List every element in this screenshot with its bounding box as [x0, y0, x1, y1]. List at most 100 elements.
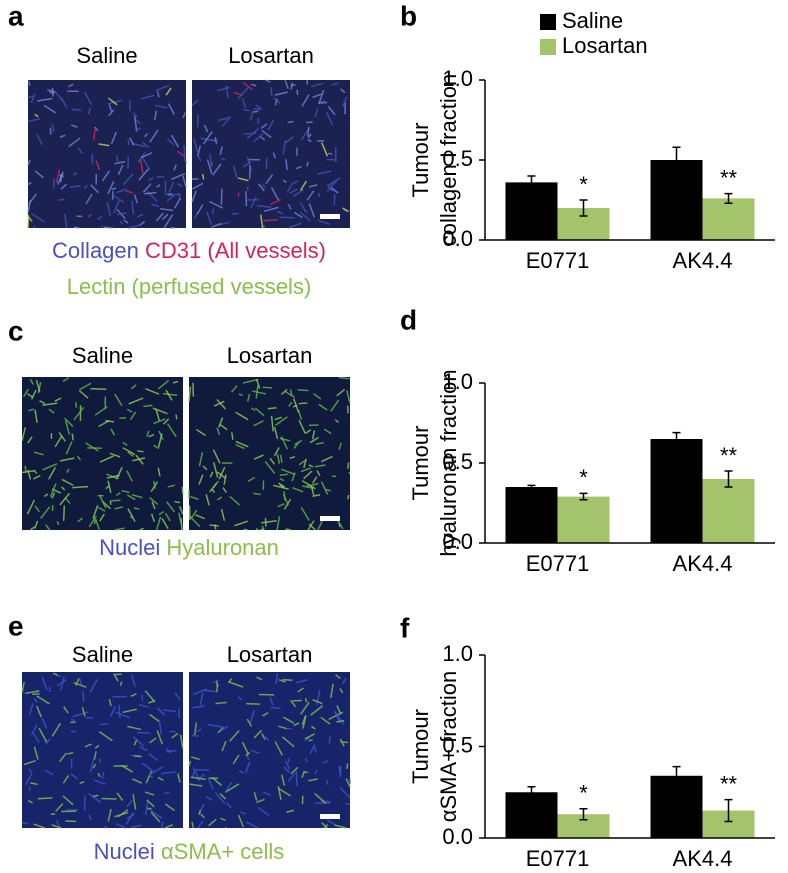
texture: [338, 442, 343, 450]
error-bar: [672, 146, 681, 174]
texture: [34, 520, 39, 529]
texture: [214, 792, 226, 805]
texture: [308, 739, 313, 742]
texture: [211, 208, 215, 215]
texture: [347, 462, 350, 469]
texture: [33, 697, 38, 703]
texture: [338, 376, 350, 380]
texture: [300, 507, 310, 522]
texture: [78, 390, 89, 399]
texture: [325, 111, 334, 126]
texture: [274, 91, 288, 96]
texture: [198, 474, 204, 485]
texture: [274, 98, 278, 106]
texture: [36, 133, 43, 146]
texture: [223, 474, 227, 485]
texture: [274, 416, 283, 421]
texture: [303, 470, 313, 480]
texture: [136, 213, 144, 218]
x-tick-label: AK4.4: [673, 846, 733, 871]
texture: [278, 725, 288, 730]
texture: [283, 766, 291, 773]
image-title: Saline: [76, 43, 137, 68]
texture: [98, 730, 113, 742]
scale-bar: [320, 214, 340, 219]
texture: [149, 808, 163, 820]
texture: [89, 678, 99, 693]
caption-term: Nuclei: [99, 535, 160, 560]
texture: [36, 695, 50, 705]
texture: [270, 187, 280, 201]
texture: [140, 94, 155, 100]
texture: [33, 451, 44, 456]
texture: [70, 730, 77, 733]
texture: [61, 486, 66, 491]
texture: [209, 471, 214, 478]
texture: [172, 380, 179, 384]
texture: [246, 127, 260, 140]
texture: [116, 792, 124, 801]
caption-term: Lectin (perfused vessels): [67, 274, 312, 299]
texture: [58, 752, 68, 763]
texture: [52, 178, 55, 189]
texture: [59, 457, 75, 462]
texture: [156, 91, 160, 98]
texture: [279, 473, 289, 476]
texture: [317, 170, 332, 175]
texture: [170, 172, 186, 181]
texture: [23, 759, 36, 766]
texture: [116, 212, 127, 216]
bar: [650, 439, 703, 543]
texture: [43, 104, 57, 114]
texture: [348, 471, 351, 475]
texture: [202, 465, 208, 471]
texture: [69, 185, 81, 189]
texture: [131, 674, 136, 687]
legend-label: Losartan: [562, 33, 648, 58]
texture: [225, 781, 233, 793]
texture: [165, 389, 173, 401]
texture: [51, 723, 61, 737]
texture: [40, 506, 51, 519]
texture: [171, 732, 179, 739]
texture: [37, 797, 53, 800]
texture: [256, 676, 263, 681]
texture: [200, 137, 216, 142]
texture: [162, 418, 170, 425]
texture: [308, 184, 318, 188]
texture: [235, 443, 245, 450]
texture: [81, 707, 86, 717]
texture: [290, 699, 297, 708]
texture: [126, 470, 133, 482]
texture: [321, 822, 328, 829]
texture: [127, 725, 142, 731]
texture: [79, 382, 92, 391]
texture: [72, 711, 89, 718]
texture: [95, 160, 101, 171]
texture: [125, 190, 133, 194]
texture: [67, 751, 74, 755]
panel-label: b: [400, 0, 417, 31]
texture: [326, 177, 341, 187]
texture: [191, 821, 195, 829]
texture: [246, 393, 251, 402]
texture: [182, 175, 187, 188]
texture: [30, 389, 37, 400]
texture: [177, 182, 183, 188]
texture: [21, 469, 36, 474]
texture: [153, 418, 166, 425]
texture: [256, 798, 265, 804]
texture: [276, 453, 281, 464]
error-bar: [672, 765, 681, 786]
texture: [83, 184, 88, 189]
texture: [83, 91, 93, 105]
image-title: Losartan: [227, 642, 313, 667]
texture: [30, 212, 45, 223]
texture: [330, 683, 334, 699]
micrograph: [22, 672, 183, 828]
texture: [299, 180, 308, 191]
panel-label: f: [400, 612, 410, 643]
texture: [314, 792, 327, 804]
texture: [98, 506, 106, 512]
texture: [44, 738, 51, 746]
